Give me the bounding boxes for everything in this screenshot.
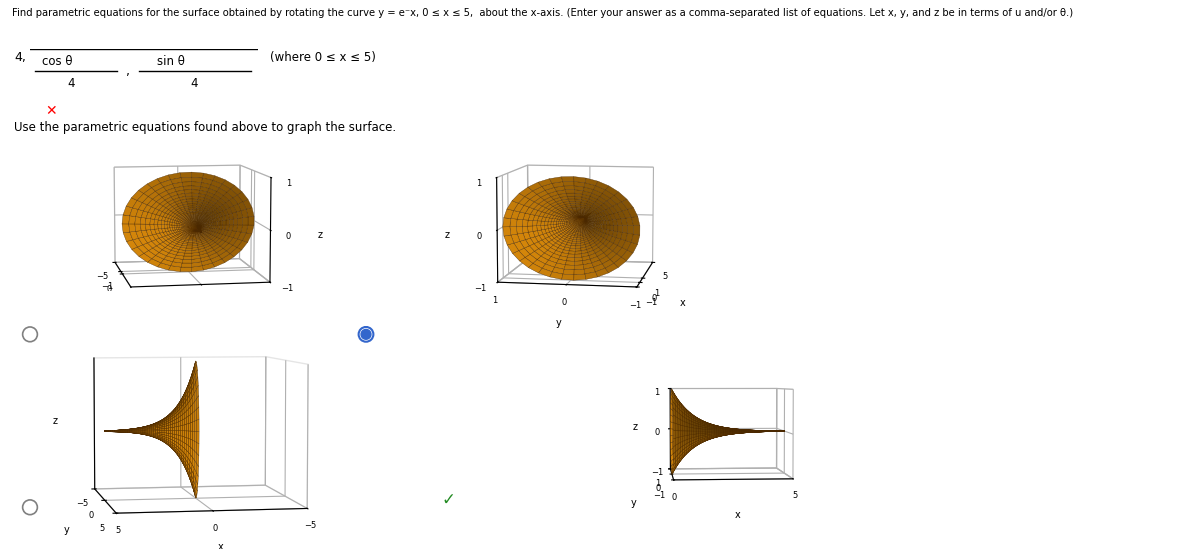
Text: 4: 4: [191, 77, 198, 90]
Y-axis label: y: y: [64, 524, 70, 535]
Text: ✕: ✕: [46, 104, 58, 119]
Text: ,: ,: [126, 65, 130, 78]
Circle shape: [361, 329, 371, 339]
Text: ✓: ✓: [442, 491, 456, 508]
X-axis label: x: x: [680, 298, 685, 308]
Y-axis label: y: y: [631, 498, 637, 508]
Text: (where 0 ≤ x ≤ 5): (where 0 ≤ x ≤ 5): [270, 51, 376, 64]
X-axis label: x: x: [82, 298, 88, 308]
Y-axis label: y: y: [556, 318, 562, 328]
Text: cos θ: cos θ: [42, 55, 73, 68]
Text: 4: 4: [67, 77, 74, 90]
Text: 4,: 4,: [14, 51, 26, 64]
X-axis label: x: x: [217, 542, 223, 549]
Text: sin θ: sin θ: [157, 55, 185, 68]
Y-axis label: y: y: [205, 318, 211, 328]
Text: Find parametric equations for the surface obtained by rotating the curve y = e⁻x: Find parametric equations for the surfac…: [12, 8, 1073, 18]
Text: Use the parametric equations found above to graph the surface.: Use the parametric equations found above…: [14, 121, 396, 134]
X-axis label: x: x: [734, 510, 740, 520]
FancyBboxPatch shape: [25, 48, 263, 94]
